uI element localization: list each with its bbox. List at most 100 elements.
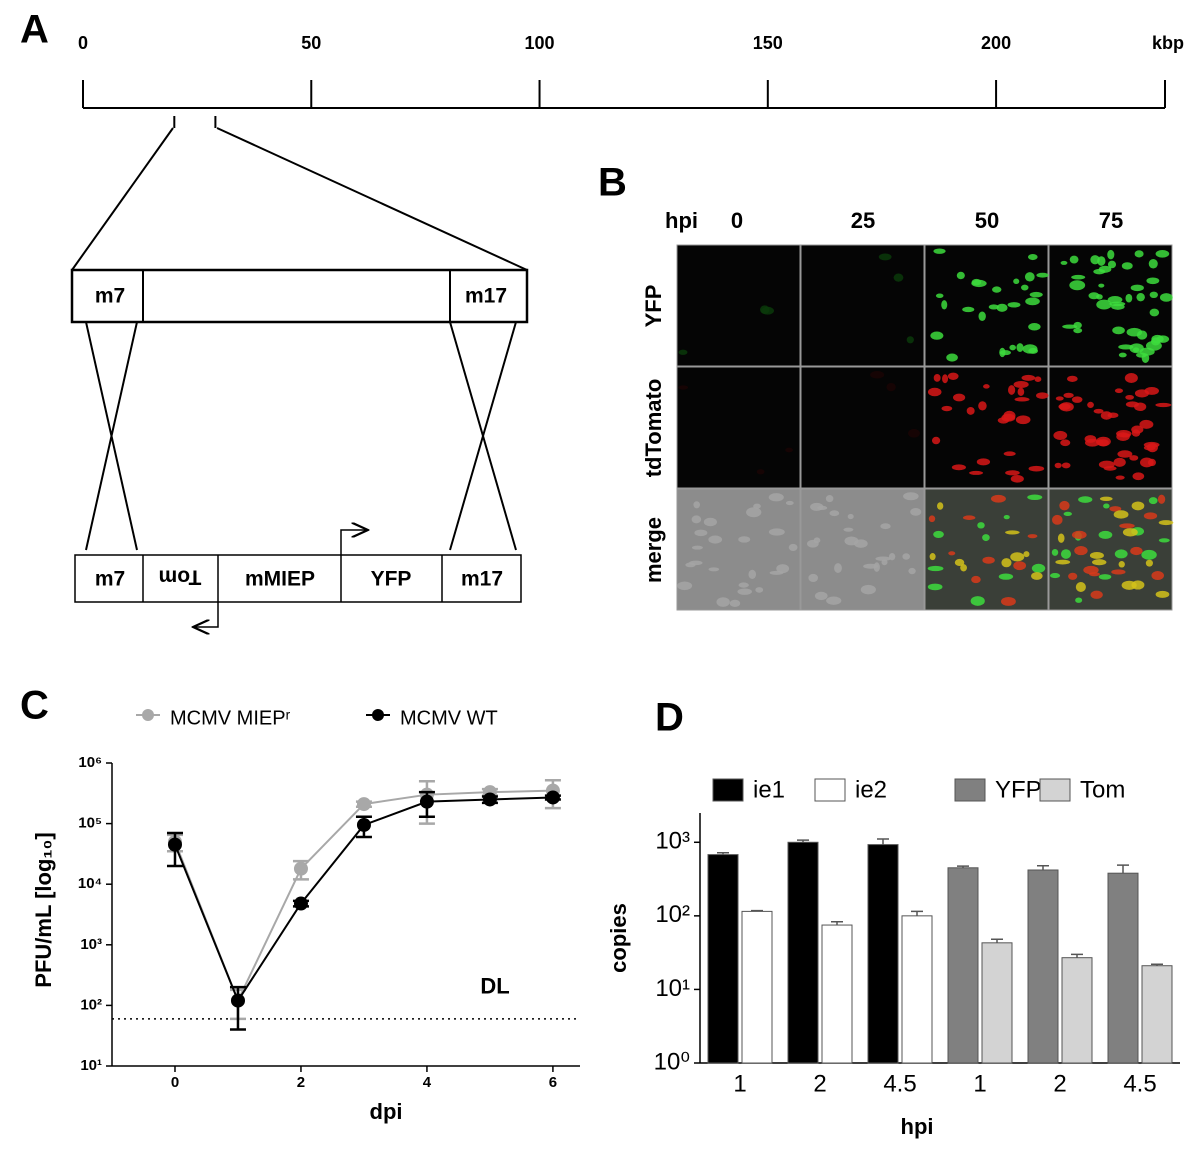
cell — [1031, 572, 1043, 580]
cell — [1149, 291, 1158, 299]
cell — [1148, 497, 1158, 505]
x-tick-label: 4.5 — [883, 1070, 916, 1097]
cell — [982, 534, 990, 542]
cell — [998, 573, 1014, 580]
cell — [1013, 381, 1029, 389]
cell — [1131, 580, 1145, 590]
cell — [761, 306, 774, 315]
cell — [1016, 343, 1024, 352]
error-bar — [831, 921, 843, 926]
micrograph — [1048, 488, 1174, 611]
cell — [951, 464, 966, 471]
bar — [821, 924, 853, 1064]
point — [293, 861, 308, 876]
cell — [1055, 559, 1071, 565]
cell — [1027, 254, 1038, 261]
y-tick-label: 10² — [655, 901, 690, 928]
cell — [1126, 327, 1143, 337]
x-axis-label: hpi — [901, 1114, 934, 1139]
cell — [1071, 530, 1087, 540]
cell — [737, 588, 752, 595]
cell — [956, 271, 965, 280]
scale-tick-label: 50 — [301, 33, 321, 53]
cell — [1034, 376, 1042, 382]
cell — [1003, 451, 1016, 457]
cell — [1150, 337, 1161, 346]
cell — [748, 569, 757, 580]
cell — [941, 300, 948, 310]
cell — [1089, 551, 1104, 559]
error-bar — [911, 910, 923, 916]
cell — [1021, 374, 1036, 381]
legend-swatch — [712, 778, 744, 802]
construct-diagram — [70, 127, 529, 627]
cell — [942, 374, 949, 384]
scale-tick-label: 100 — [525, 33, 555, 53]
cell — [1134, 389, 1150, 398]
cell — [1107, 260, 1117, 269]
cell — [1009, 344, 1016, 351]
cell — [1050, 573, 1061, 579]
cell — [1098, 530, 1113, 539]
box-label: m7 — [95, 285, 125, 308]
cell — [1071, 396, 1083, 403]
cell — [1148, 258, 1158, 269]
cell — [1129, 343, 1144, 354]
cell — [1005, 470, 1020, 476]
cell — [1073, 327, 1083, 334]
cell — [1015, 415, 1031, 425]
micrograph — [924, 366, 1049, 489]
cell — [1096, 299, 1112, 310]
legend-swatch — [814, 778, 846, 802]
cell — [1147, 458, 1156, 467]
error-bar — [797, 839, 809, 843]
cell — [1088, 292, 1100, 300]
cell — [1121, 262, 1133, 270]
cell — [1130, 546, 1143, 556]
cell — [928, 515, 936, 523]
legend-marker — [142, 709, 154, 721]
cell — [935, 293, 944, 298]
cell — [1061, 462, 1071, 469]
cell — [1066, 375, 1078, 382]
cell — [1055, 396, 1064, 401]
column-header: hpi — [665, 208, 698, 233]
cell — [978, 401, 987, 411]
x-tick-label: 2 — [1053, 1070, 1066, 1097]
cell — [1122, 528, 1138, 537]
cell — [1114, 549, 1128, 559]
cell — [1007, 302, 1021, 308]
y-tick-label: 10¹ — [80, 1057, 102, 1074]
cell — [1029, 291, 1043, 298]
cell — [755, 587, 764, 593]
cell — [1053, 430, 1068, 440]
cell — [1027, 494, 1043, 500]
cell — [843, 527, 854, 532]
cell — [962, 306, 975, 313]
cell — [678, 349, 688, 355]
cell — [976, 458, 991, 466]
error-bar — [991, 938, 1003, 943]
cell — [1078, 496, 1093, 503]
cell — [1060, 549, 1072, 559]
cell — [946, 353, 958, 362]
cell — [1074, 545, 1088, 556]
cell — [1112, 326, 1125, 335]
cell — [1113, 510, 1129, 519]
y-tick-label: 10⁰ — [654, 1048, 690, 1075]
column-label: 25 — [851, 208, 875, 233]
micrograph — [1048, 366, 1173, 489]
box-label: m17 — [461, 568, 503, 591]
micrograph — [800, 244, 925, 367]
cell — [966, 406, 975, 415]
cell — [1005, 530, 1020, 535]
box-label: m17 — [465, 285, 507, 308]
cell — [1099, 496, 1113, 501]
cell — [908, 428, 920, 438]
panel-label: A — [20, 8, 49, 52]
panel-label: C — [20, 684, 49, 728]
cell — [1013, 561, 1027, 571]
cell — [1028, 465, 1045, 472]
box-label: Tom — [159, 565, 202, 588]
column-label: 0 — [731, 208, 743, 233]
